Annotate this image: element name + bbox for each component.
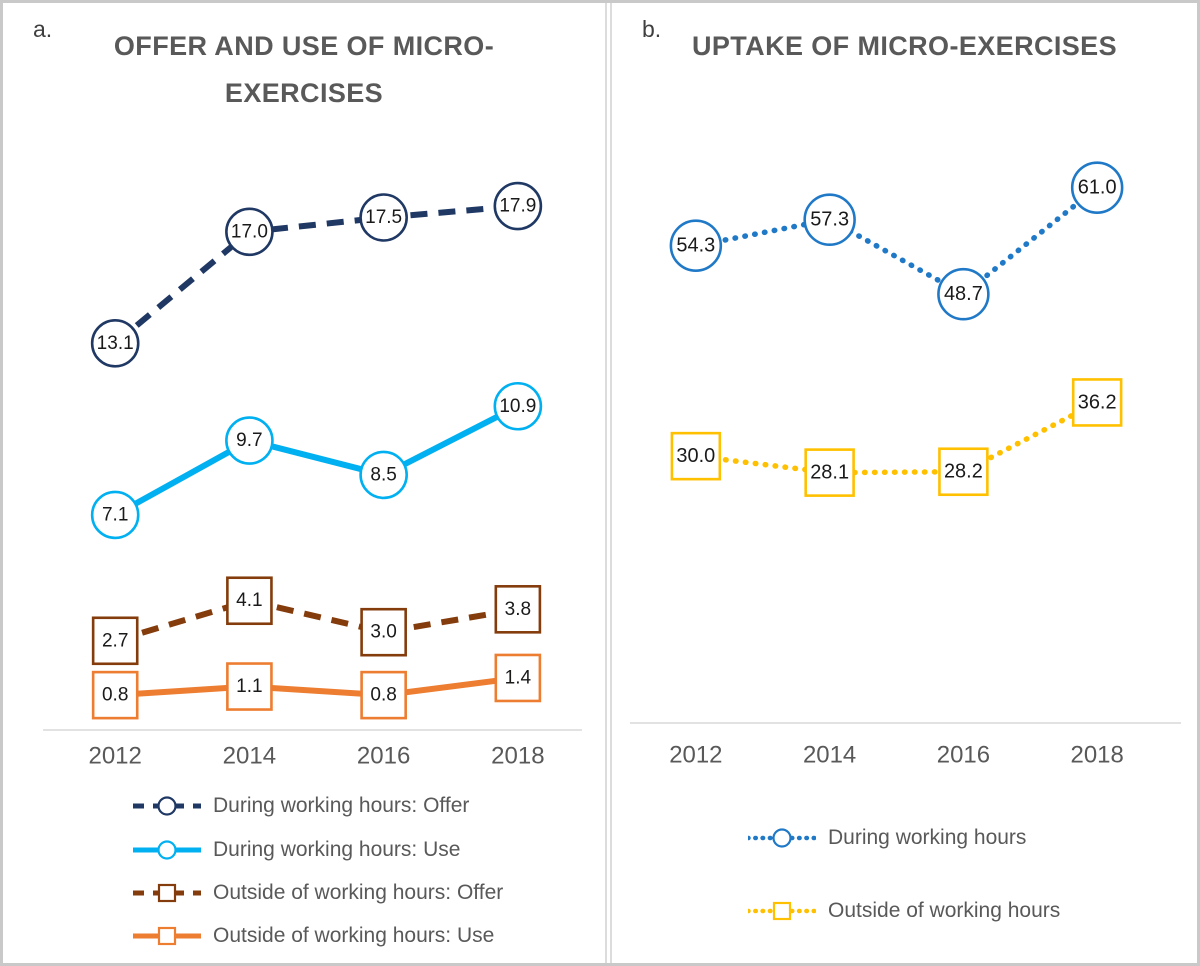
x-tick-label: 2016 — [357, 743, 410, 770]
x-tick-label: 2018 — [491, 743, 544, 770]
series-line-1 — [113, 403, 520, 518]
data-label: 3.0 — [370, 622, 396, 643]
legend-marker-circle-icon — [133, 796, 201, 816]
panel-b-label: b. — [642, 16, 662, 42]
panel-a-label: a. — [33, 16, 53, 42]
data-label: 57.3 — [810, 209, 849, 231]
legend-label: During working hours: Use — [213, 838, 461, 861]
panel-a-plot-area: 2012 2014 2016 2018 13.1 17.0 17.5 17.9 7.1 9.7 8.… — [3, 3, 605, 963]
chart-title-line: UPTAKE OF MICRO-EXERCISES — [691, 31, 1118, 61]
square-marker — [804, 448, 855, 497]
data-label: 9.7 — [236, 430, 262, 451]
data-label: 0.8 — [102, 685, 128, 706]
panel-b-plot-area: 2012 2014 2016 2018 54.3 57.3 48.7 61.0 30.0 28.1… — [612, 3, 1197, 963]
circle-marker — [225, 416, 274, 465]
panel-a-chart-title: OFFER AND USE OF MICRO- EXERCISES — [3, 23, 605, 117]
data-label: 1.4 — [505, 667, 532, 688]
legend-label: Outside of working hours — [828, 899, 1061, 922]
series-line-3 — [114, 674, 519, 699]
data-label: 61.0 — [1078, 177, 1117, 199]
data-label: 8.5 — [370, 464, 396, 485]
square-marker — [494, 585, 542, 634]
legend-item: During working hours: Use — [133, 837, 460, 863]
data-label: 17.5 — [365, 207, 402, 228]
circle-marker — [1070, 161, 1124, 214]
circle-marker — [937, 267, 990, 321]
legend-marker-square-icon — [133, 883, 201, 903]
legend-item: Outside of working hours: Offer — [133, 880, 503, 906]
legend-label: Outside of working hours: Offer — [213, 881, 504, 904]
data-label: 13.1 — [97, 333, 134, 354]
square-marker — [226, 576, 273, 626]
series-line-0 — [113, 203, 519, 346]
data-label: 48.7 — [944, 283, 983, 305]
legend-item: Outside of working hours — [748, 898, 1060, 924]
circle-marker — [90, 319, 140, 368]
x-tick-label: 2012 — [88, 743, 141, 770]
circle-marker — [493, 181, 543, 231]
data-label: 17.0 — [231, 221, 268, 242]
legend-label: During working hours: Offer — [213, 794, 470, 817]
series-line-0 — [693, 184, 1100, 298]
circle-marker — [669, 219, 723, 272]
circle-marker — [493, 381, 543, 431]
square-marker — [1071, 378, 1123, 427]
series-line-1 — [693, 399, 1100, 476]
square-marker — [360, 670, 407, 720]
data-label: 36.2 — [1078, 391, 1117, 413]
square-marker — [360, 607, 407, 657]
x-tick-label: 2012 — [669, 741, 722, 768]
square-marker — [91, 616, 139, 666]
circle-marker — [359, 193, 408, 242]
data-label: 4.1 — [236, 590, 262, 611]
chart-title-line: OFFER AND USE OF MICRO- — [113, 31, 495, 61]
x-tick-label: 2014 — [803, 741, 856, 768]
data-label: 3.8 — [505, 599, 531, 620]
square-marker — [670, 431, 722, 481]
panel-a: a. OFFER AND USE OF MICRO- EXERCISES 2012… — [3, 3, 607, 963]
square-marker — [494, 653, 542, 703]
series-line-2 — [114, 597, 519, 644]
legend-item: During working hours: Offer — [133, 793, 469, 819]
x-tick-label: 2018 — [1071, 741, 1124, 768]
circle-marker — [803, 193, 856, 246]
data-label: 28.2 — [944, 461, 983, 483]
x-tick-label: 2016 — [937, 741, 990, 768]
circle-marker — [359, 450, 408, 500]
legend-marker-circle-icon — [133, 840, 201, 860]
data-label: 0.8 — [370, 685, 396, 706]
square-marker — [938, 447, 989, 497]
data-label: 54.3 — [676, 235, 715, 257]
data-label: 2.7 — [102, 630, 128, 651]
legend-label: During working hours — [828, 826, 1027, 849]
legend-item: Outside of working hours: Use — [133, 923, 494, 949]
data-label: 1.1 — [236, 676, 262, 697]
panel-b-chart-title: UPTAKE OF MICRO-EXERCISES — [612, 23, 1197, 70]
circle-marker — [225, 207, 274, 257]
square-marker — [226, 662, 273, 711]
circle-marker — [90, 490, 140, 540]
legend-marker-square-icon — [748, 901, 816, 921]
data-label: 28.1 — [810, 462, 849, 484]
x-tick-label: 2014 — [223, 743, 276, 770]
data-label: 10.9 — [499, 396, 536, 417]
panel-b: b. UPTAKE OF MICRO-EXERCISES 2012 2014 201… — [610, 3, 1197, 963]
data-label: 17.9 — [499, 196, 536, 217]
legend-marker-square-icon — [133, 926, 201, 946]
square-marker — [91, 670, 139, 720]
data-label: 7.1 — [102, 504, 128, 525]
legend-label: Outside of working hours: Use — [213, 924, 495, 947]
legend-marker-circle-icon — [748, 828, 816, 848]
chart-title-line: EXERCISES — [224, 78, 384, 108]
data-label: 30.0 — [676, 445, 715, 467]
legend-item: During working hours — [748, 825, 1026, 851]
